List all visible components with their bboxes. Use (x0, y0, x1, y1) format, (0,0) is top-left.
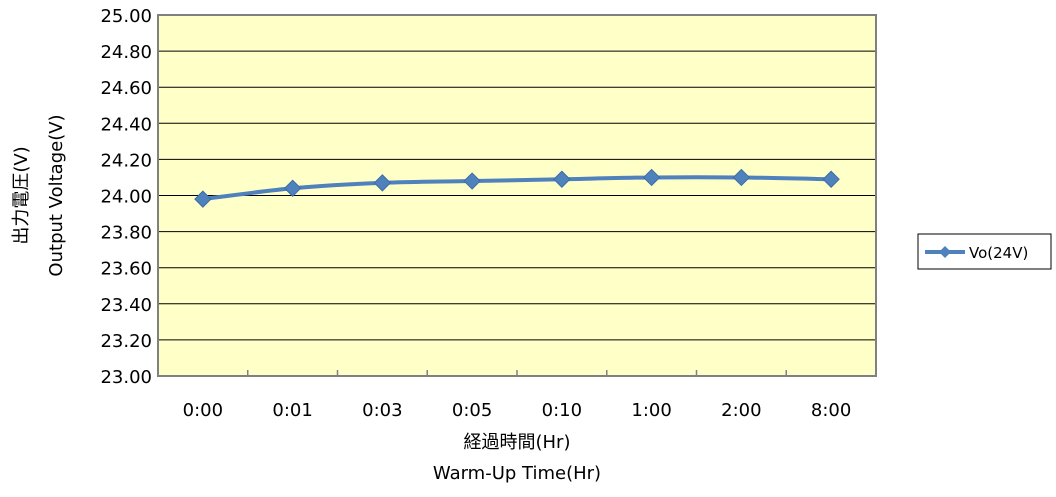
data-point-marker (553, 170, 571, 188)
x-tick-label: 0:05 (452, 400, 492, 421)
data-point-marker (283, 179, 302, 197)
y-tick-label: 23.80 (100, 223, 152, 244)
data-point-marker (373, 174, 392, 192)
y-tick-label: 24.20 (100, 150, 152, 171)
y-axis-title-english: Output Voltage(V) (46, 114, 67, 276)
y-tick-label: 23.20 (100, 331, 152, 352)
data-point-marker (732, 168, 751, 187)
y-axis-ticks: 23.00 23.20 23.40 23.60 23.80 24.00 24.20 24.40… (100, 6, 152, 388)
series-layer (194, 168, 840, 208)
x-tick-label: 0:01 (272, 400, 312, 421)
legend-diamond-marker (939, 246, 951, 258)
x-axis-title-english: Warm-Up Time(Hr) (433, 463, 601, 484)
x-axis-ticks: 0:00 0:01 0:03 0:05 0:10 1:00 2:00 8:00 (157, 370, 877, 421)
x-tick-label: 0:00 (183, 400, 223, 421)
series-line (202, 175, 832, 202)
data-point-marker (463, 172, 481, 190)
x-tick-label: 0:10 (542, 400, 582, 421)
y-axis-title-japanese: 出力電圧(V) (11, 146, 32, 244)
y-tick-label: 25.00 (100, 6, 152, 27)
data-point-marker (194, 190, 212, 208)
data-point-marker (822, 170, 840, 188)
x-tick-label: 1:00 (631, 400, 671, 421)
legend: Vo(24V) (917, 233, 1052, 270)
data-point-marker (642, 168, 661, 187)
y-tick-label: 23.60 (100, 259, 152, 280)
y-tick-label: 23.00 (100, 367, 152, 388)
legend-label: Vo(24V) (969, 244, 1028, 262)
x-tick-label: 8:00 (811, 400, 851, 421)
y-tick-label: 23.40 (100, 295, 152, 316)
y-tick-label: 24.40 (100, 114, 152, 135)
x-axis-title-japanese: 経過時間(Hr) (464, 432, 571, 453)
x-tick-label: 0:03 (362, 400, 402, 421)
x-tick-label: 2:00 (721, 400, 761, 421)
y-tick-label: 24.00 (100, 187, 152, 208)
y-tick-label: 24.80 (100, 42, 152, 63)
y-tick-label: 24.60 (100, 78, 152, 99)
